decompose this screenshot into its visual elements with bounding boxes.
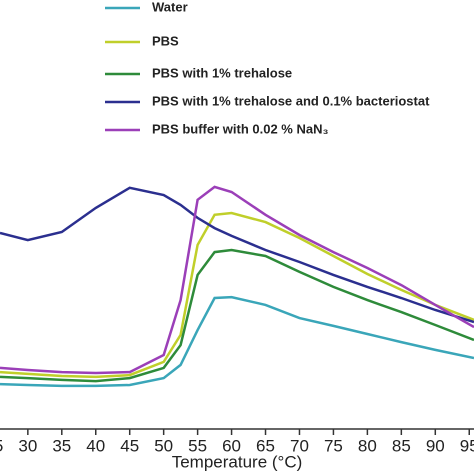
x-tick-label: 70 — [290, 436, 309, 455]
series-line — [0, 248, 474, 383]
x-tick-label: 25 — [0, 436, 3, 455]
x-tick-label: 50 — [154, 436, 173, 455]
series-line — [0, 185, 474, 375]
x-tick-label: 80 — [358, 436, 377, 455]
series-line — [0, 295, 474, 388]
x-tick-label: 35 — [52, 436, 71, 455]
x-tick-label: 40 — [86, 436, 105, 455]
series-line — [0, 211, 474, 379]
x-tick-label: 60 — [222, 436, 241, 455]
legend-label: Water — [152, 0, 188, 14]
x-tick-label: 55 — [188, 436, 207, 455]
x-tick-label: 95 — [460, 436, 474, 455]
legend-label: PBS — [152, 33, 179, 48]
x-tick-label: 75 — [324, 436, 343, 455]
x-axis-title: Temperature (°C) — [172, 452, 303, 471]
series-line — [0, 186, 474, 324]
x-tick-label: 90 — [426, 436, 445, 455]
legend-label: PBS buffer with 0.02 % NaN₃ — [152, 121, 329, 136]
x-tick-label: 85 — [392, 436, 411, 455]
legend-label: PBS with 1% trehalose — [152, 65, 292, 80]
x-tick-label: 65 — [256, 436, 275, 455]
x-tick-label: 30 — [18, 436, 37, 455]
legend-label: PBS with 1% trehalose and 0.1% bacterios… — [152, 93, 430, 108]
x-tick-label: 45 — [120, 436, 139, 455]
